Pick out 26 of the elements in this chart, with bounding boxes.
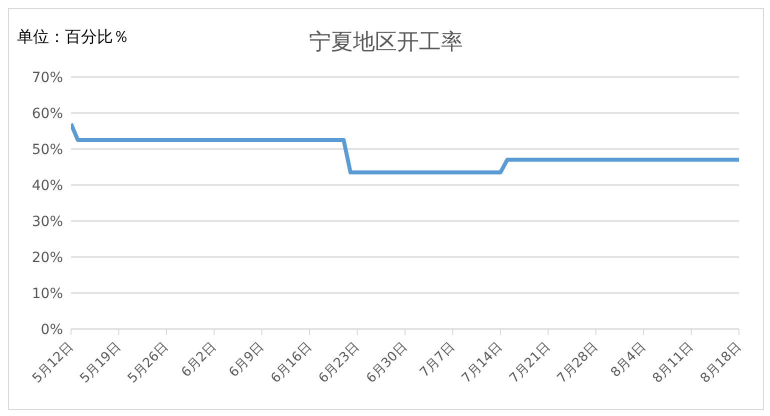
- x-tick-label: 5月12日: [30, 340, 76, 386]
- y-tick-label: 60%: [32, 106, 63, 122]
- x-tick-label: 8月4日: [608, 340, 649, 380]
- x-tick-label: 7月21日: [506, 340, 554, 386]
- x-tick-label: 6月30日: [364, 340, 410, 386]
- x-tick-label: 6月16日: [268, 340, 315, 386]
- y-tick-label: 50%: [32, 142, 63, 158]
- y-tick-label: 70%: [32, 70, 63, 86]
- x-tick-label: 6月2日: [178, 340, 220, 380]
- y-tick-label: 20%: [32, 250, 63, 266]
- x-tick-label: 8月11日: [650, 340, 697, 386]
- x-tick-label: 7月14日: [459, 340, 506, 386]
- x-tick-label: 7月7日: [417, 340, 458, 380]
- x-tick-label: 6月9日: [226, 340, 268, 380]
- x-tick-label: 6月23日: [316, 340, 363, 386]
- chart-title: 宁夏地区开工率: [309, 30, 463, 55]
- x-tick-label: 5月19日: [78, 340, 124, 386]
- y-tick-label: 40%: [32, 178, 63, 194]
- y-tick-label: 0%: [40, 322, 63, 338]
- line-series: [71, 122, 739, 174]
- x-tick-label: 5月26日: [125, 340, 172, 386]
- x-tick-label: 8月18日: [698, 340, 744, 386]
- y-tick-label: 30%: [32, 214, 63, 230]
- text: 单位：百分比％: [17, 27, 129, 48]
- x-tick-label: 7月28日: [554, 340, 602, 386]
- y-tick-label: 10%: [32, 286, 63, 302]
